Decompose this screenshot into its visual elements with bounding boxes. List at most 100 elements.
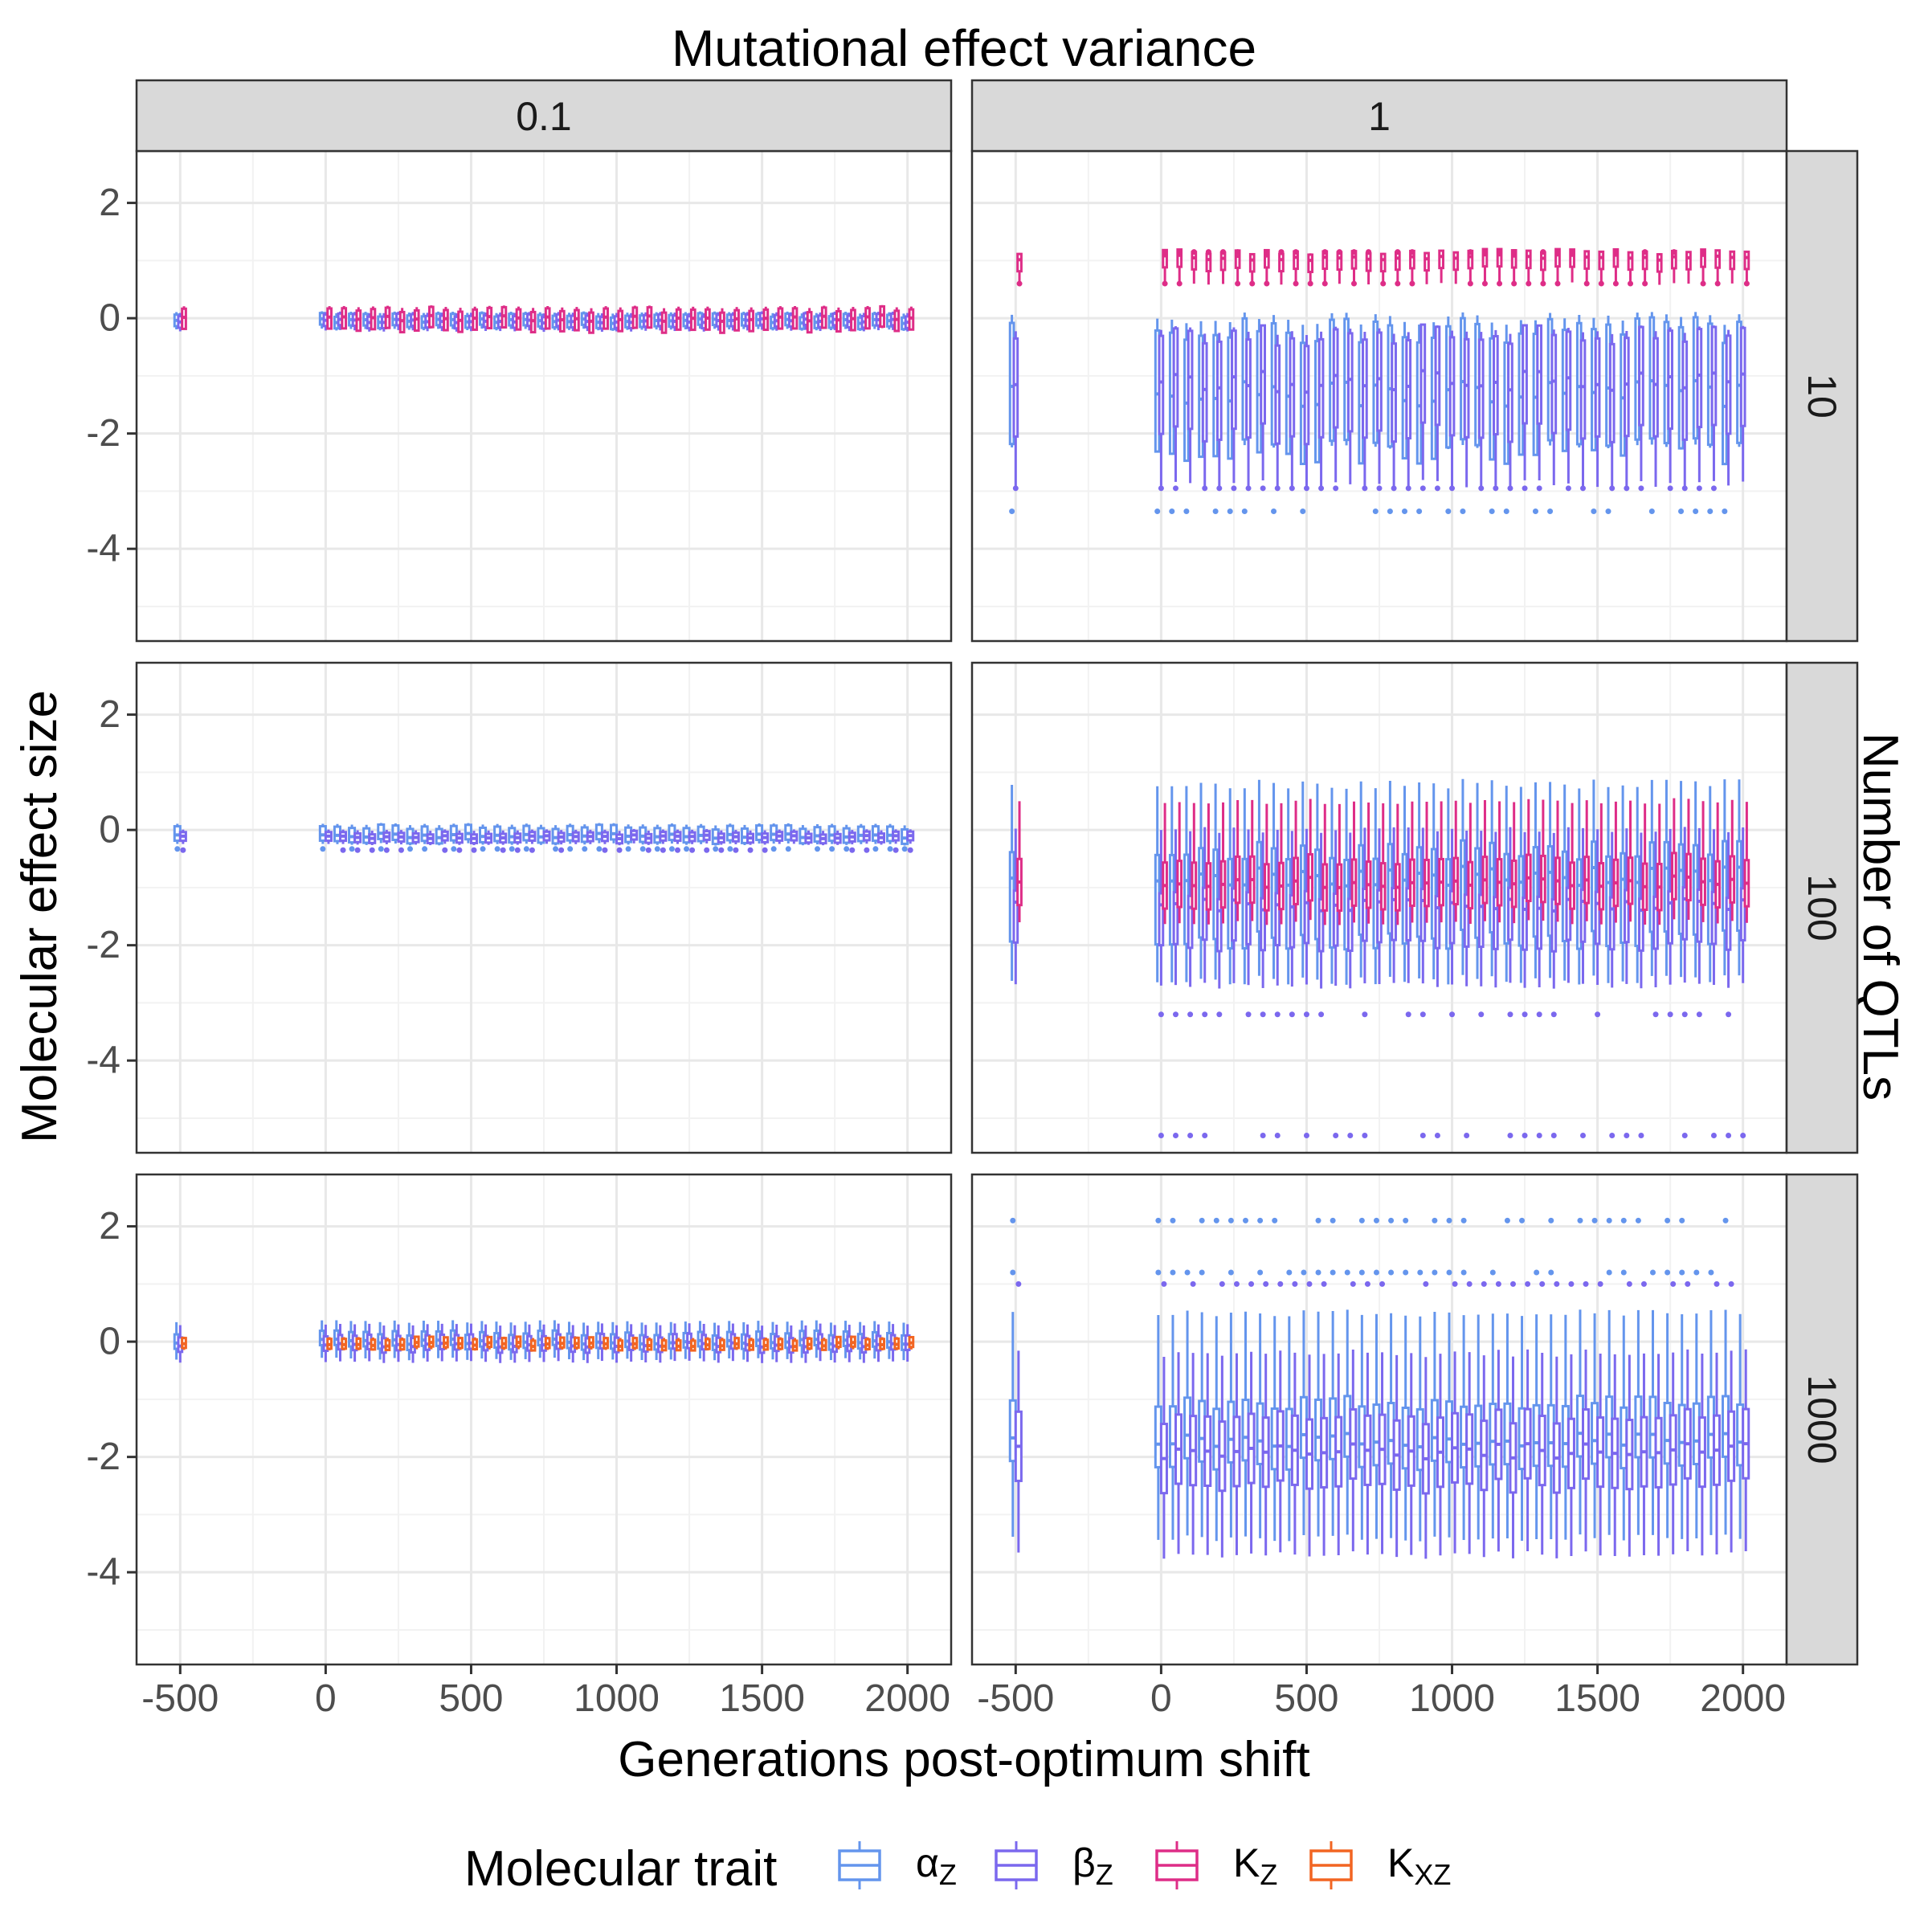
outlier-point xyxy=(718,847,725,853)
x-tick-label: 1500 xyxy=(1554,1677,1640,1720)
box-K xyxy=(1670,249,1677,284)
box-body xyxy=(1317,897,1325,953)
x-tick-label: 1000 xyxy=(1409,1677,1495,1720)
outlier-point xyxy=(1318,485,1325,492)
outlier-point xyxy=(1652,1011,1659,1018)
box-body xyxy=(1289,337,1296,438)
x-axis-label: Generations post-optimum shift xyxy=(618,1732,1310,1787)
box-beta xyxy=(1158,830,1165,1138)
outlier-point xyxy=(1245,485,1252,492)
legend-label-base: K xyxy=(1233,1840,1260,1885)
outlier-point xyxy=(1446,1217,1452,1223)
outlier-point xyxy=(1362,485,1368,492)
box-KXZ xyxy=(689,1338,696,1352)
box-K xyxy=(370,306,377,331)
box-alpha xyxy=(1343,788,1350,985)
box-K xyxy=(1627,800,1634,922)
box-beta xyxy=(1652,331,1659,487)
box-KXZ xyxy=(660,1338,668,1352)
outlier-point xyxy=(1539,1281,1546,1287)
box-body xyxy=(1452,251,1460,272)
box-K xyxy=(1438,249,1444,284)
outlier-point xyxy=(1696,485,1702,492)
box-beta xyxy=(1405,332,1412,492)
outlier-point xyxy=(567,846,574,852)
box-KXZ xyxy=(427,1335,435,1350)
outlier-point xyxy=(1536,485,1542,492)
box-K xyxy=(1641,803,1648,925)
panel-0.1-100 xyxy=(135,661,953,1154)
outlier-point xyxy=(727,846,733,852)
box-beta xyxy=(1014,1281,1023,1553)
outlier-point xyxy=(1303,1011,1309,1018)
box-K xyxy=(1162,803,1168,925)
box-alpha xyxy=(435,1321,442,1358)
outlier-point xyxy=(514,847,521,853)
box-beta xyxy=(1260,832,1266,1138)
box-body xyxy=(1158,334,1165,435)
box-alpha xyxy=(1546,782,1554,978)
outlier-point xyxy=(747,847,754,853)
box-body xyxy=(1710,890,1718,946)
outlier-point xyxy=(1554,249,1561,255)
outlier-point xyxy=(1671,249,1677,255)
box-beta xyxy=(1493,329,1499,492)
box-beta xyxy=(819,831,827,846)
legend-label: αZ xyxy=(916,1840,957,1891)
box-beta xyxy=(1332,326,1339,492)
outlier-point xyxy=(340,847,346,853)
outlier-point xyxy=(1231,485,1237,492)
box-body xyxy=(1477,338,1485,439)
outlier-point xyxy=(1620,1217,1627,1223)
y-tick-label: -4 xyxy=(86,1551,120,1594)
box-body xyxy=(1332,892,1339,947)
box-beta xyxy=(804,830,813,845)
box-beta xyxy=(1522,324,1528,492)
facet-panels xyxy=(135,149,1788,1666)
outlier-point xyxy=(1460,1269,1467,1276)
box-body xyxy=(1638,897,1644,952)
legend-label: KZ xyxy=(1233,1840,1277,1891)
box-body xyxy=(1532,846,1539,938)
box-beta xyxy=(761,830,770,853)
box-alpha xyxy=(609,823,619,843)
outlier-point xyxy=(1233,1281,1240,1287)
x-tick-label: -500 xyxy=(141,1677,219,1720)
box-body xyxy=(1317,337,1325,439)
box-beta xyxy=(1477,332,1485,492)
outlier-point xyxy=(887,846,893,852)
outlier-point xyxy=(1248,1281,1255,1287)
x-tick-label: 2000 xyxy=(1700,1677,1786,1720)
box-beta xyxy=(1712,1281,1722,1555)
outlier-point xyxy=(1373,1217,1379,1223)
outlier-point xyxy=(1591,509,1597,515)
box-alpha xyxy=(1517,786,1525,983)
outlier-point xyxy=(1550,1132,1557,1138)
y-tick-label: 0 xyxy=(99,1321,120,1363)
outlier-point xyxy=(1264,249,1270,255)
outlier-point xyxy=(442,847,448,853)
outlier-point xyxy=(1495,1281,1501,1287)
box-K xyxy=(1467,249,1474,287)
outlier-point xyxy=(1321,1281,1327,1287)
row-strip xyxy=(1785,661,1859,1154)
box-alpha xyxy=(1008,1217,1017,1538)
box-beta xyxy=(440,829,449,853)
box-beta xyxy=(469,831,479,853)
box-K xyxy=(1525,249,1532,287)
outlier-point xyxy=(1665,1217,1671,1223)
outlier-point xyxy=(1350,1281,1356,1287)
box-body xyxy=(1379,252,1387,273)
outlier-point xyxy=(1583,1281,1589,1287)
outlier-point xyxy=(523,846,529,852)
box-beta xyxy=(1172,326,1179,492)
row-strip xyxy=(1785,1173,1859,1666)
outlier-point xyxy=(1293,280,1299,287)
box-beta xyxy=(1201,827,1208,1138)
box-body xyxy=(1463,893,1470,948)
box-beta xyxy=(787,1325,794,1363)
outlier-point xyxy=(1289,485,1295,492)
box-KXZ xyxy=(850,1335,856,1350)
outlier-point xyxy=(684,846,690,852)
box-beta xyxy=(1550,832,1558,1138)
